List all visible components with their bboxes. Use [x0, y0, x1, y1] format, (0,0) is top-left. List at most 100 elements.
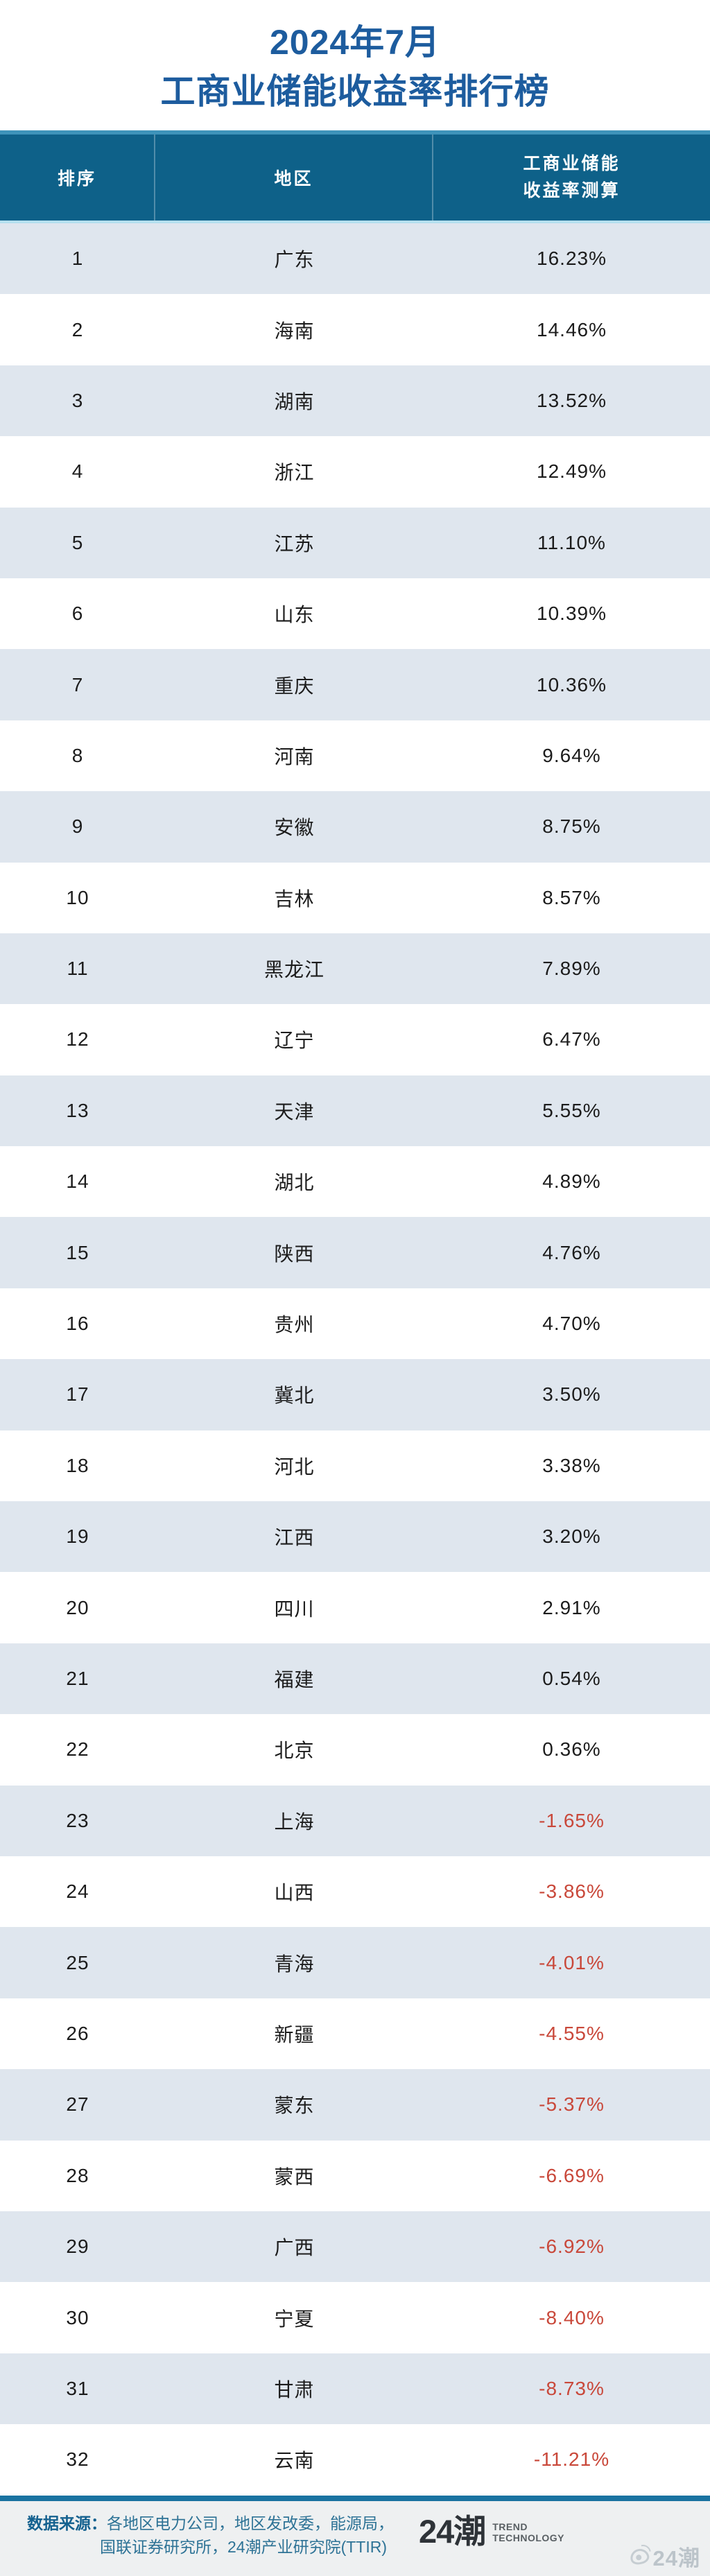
footer: 数据来源：各地区电力公司，地区发改委，能源局， 国联证券研究所，24潮产业研究院…: [0, 2500, 710, 2576]
brand-logo-subtitle: TREND TECHNOLOGY: [492, 2521, 564, 2545]
row-value: 0.54%: [542, 1668, 601, 1689]
row-value: 14.46%: [537, 318, 607, 340]
row-region: 河南: [274, 745, 315, 768]
row-region: 重庆: [274, 675, 315, 697]
table-row: 10 吉林 8.57%: [0, 862, 710, 933]
table-row: 28 蒙西 -6.69%: [0, 2140, 710, 2211]
row-rank: 21: [66, 1668, 89, 1689]
data-source: 数据来源：各地区电力公司，地区发改委，能源局， 国联证券研究所，24潮产业研究院…: [27, 2512, 394, 2559]
title-block: 2024年7月 工商业储能收益率排行榜: [0, 0, 710, 130]
row-value: 4.70%: [542, 1313, 601, 1335]
table-row: 27 蒙东 -5.37%: [0, 2069, 710, 2141]
page-title-line1: 2024年7月: [269, 23, 441, 62]
row-rank: 13: [66, 1099, 89, 1121]
table-row: 20 四川 2.91%: [0, 1572, 710, 1643]
row-rank: 12: [66, 1028, 89, 1051]
row-rank: 20: [66, 1596, 89, 1618]
row-value: 12.49%: [537, 460, 607, 483]
row-value: 4.89%: [542, 1170, 601, 1193]
row-rank: 22: [66, 1738, 89, 1761]
data-source-text1: 各地区电力公司，地区发改委，能源局，: [107, 2514, 394, 2532]
table-row: 3 湖南 13.52%: [0, 365, 710, 437]
table-row: 13 天津 5.55%: [0, 1075, 710, 1147]
row-value: 7.89%: [542, 958, 601, 980]
row-region: 冀北: [274, 1385, 315, 1407]
row-rank: 28: [66, 2164, 89, 2186]
row-region: 青海: [274, 1953, 315, 1975]
row-value: -5.37%: [539, 2093, 605, 2116]
row-region: 广东: [274, 249, 315, 271]
row-region: 贵州: [274, 1314, 315, 1336]
table-row: 16 贵州 4.70%: [0, 1288, 710, 1360]
row-value: 11.10%: [537, 531, 606, 553]
row-rank: 16: [66, 1313, 89, 1335]
row-rank: 24: [66, 1881, 89, 1903]
row-value: 0.36%: [542, 1738, 601, 1761]
row-value: 3.20%: [542, 1525, 601, 1548]
row-value: 10.36%: [537, 673, 607, 695]
row-value: 8.75%: [542, 815, 601, 838]
table-row: 18 河北 3.38%: [0, 1430, 710, 1502]
column-header-region: 地区: [155, 135, 433, 221]
row-rank: 4: [71, 460, 84, 483]
row-value: 3.38%: [542, 1454, 601, 1476]
row-rank: 29: [66, 2236, 89, 2258]
table-row: 14 湖北 4.89%: [0, 1146, 710, 1218]
row-rank: 6: [71, 603, 84, 625]
table-body: 1 广东 16.23% 2 海南 14.46% 3 湖南 13.52% 4 浙江…: [0, 223, 710, 2496]
table-row: 6 山东 10.39%: [0, 578, 710, 650]
table-row: 32 云南 -11.21%: [0, 2424, 710, 2496]
row-value: -6.92%: [539, 2236, 605, 2258]
column-header-value-line1: 工商业储能: [523, 154, 621, 174]
brand-logo-sub-line2: TECHNOLOGY: [492, 2532, 564, 2544]
table-row: 31 甘肃 -8.73%: [0, 2353, 710, 2425]
row-rank: 7: [71, 673, 84, 695]
table-row: 5 江苏 11.10%: [0, 507, 710, 578]
row-rank: 17: [66, 1383, 89, 1406]
row-value: 13.52%: [537, 389, 607, 411]
header-main: 排序 地区 工商业储能 收益率测算: [0, 135, 710, 221]
row-rank: 25: [66, 1951, 89, 1973]
table-row: 12 辽宁 6.47%: [0, 1004, 710, 1075]
table-row: 15 陕西 4.76%: [0, 1217, 710, 1288]
row-value: -8.40%: [539, 2306, 605, 2328]
table-row: 4 浙江 12.49%: [0, 436, 710, 508]
brand-logo: 24潮 TREND TECHNOLOGY: [419, 2515, 564, 2548]
row-rank: 11: [67, 958, 89, 980]
row-region: 陕西: [274, 1243, 315, 1265]
row-rank: 14: [66, 1170, 89, 1193]
table-row: 2 海南 14.46%: [0, 294, 710, 365]
row-region: 湖南: [274, 390, 315, 413]
row-rank: 2: [71, 318, 84, 340]
row-region: 江西: [274, 1527, 315, 1549]
row-rank: 19: [66, 1525, 89, 1548]
row-value: 6.47%: [542, 1028, 601, 1051]
row-rank: 27: [66, 2093, 89, 2116]
header-top-strip: [0, 130, 710, 135]
table-header: 排序 地区 工商业储能 收益率测算: [0, 130, 710, 223]
table-row: 29 广西 -6.92%: [0, 2211, 710, 2283]
row-region: 云南: [274, 2450, 315, 2472]
column-header-value-line2: 收益率测算: [523, 181, 621, 200]
table-row: 23 上海 -1.65%: [0, 1785, 710, 1856]
row-region: 辽宁: [274, 1030, 315, 1052]
row-value: -11.21%: [533, 2448, 610, 2471]
table-row: 30 宁夏 -8.40%: [0, 2282, 710, 2353]
row-value: 16.23%: [537, 248, 607, 270]
brand-logo-sub-line1: TREND: [492, 2521, 528, 2532]
row-region: 海南: [274, 320, 315, 342]
row-region: 上海: [274, 1810, 315, 1833]
row-rank: 18: [66, 1454, 89, 1476]
row-rank: 32: [66, 2448, 89, 2471]
row-region: 四川: [274, 1598, 315, 1620]
row-value: -6.69%: [539, 2164, 605, 2186]
row-region: 山东: [274, 604, 315, 626]
row-rank: 15: [66, 1241, 89, 1263]
row-region: 新疆: [274, 2023, 315, 2046]
row-rank: 31: [66, 2377, 89, 2399]
table-row: 24 山西 -3.86%: [0, 1856, 710, 1928]
weibo-icon: [628, 2547, 650, 2566]
table-row: 7 重庆 10.36%: [0, 649, 710, 720]
row-value: -8.73%: [539, 2377, 605, 2399]
table-row: 8 河南 9.64%: [0, 720, 710, 792]
